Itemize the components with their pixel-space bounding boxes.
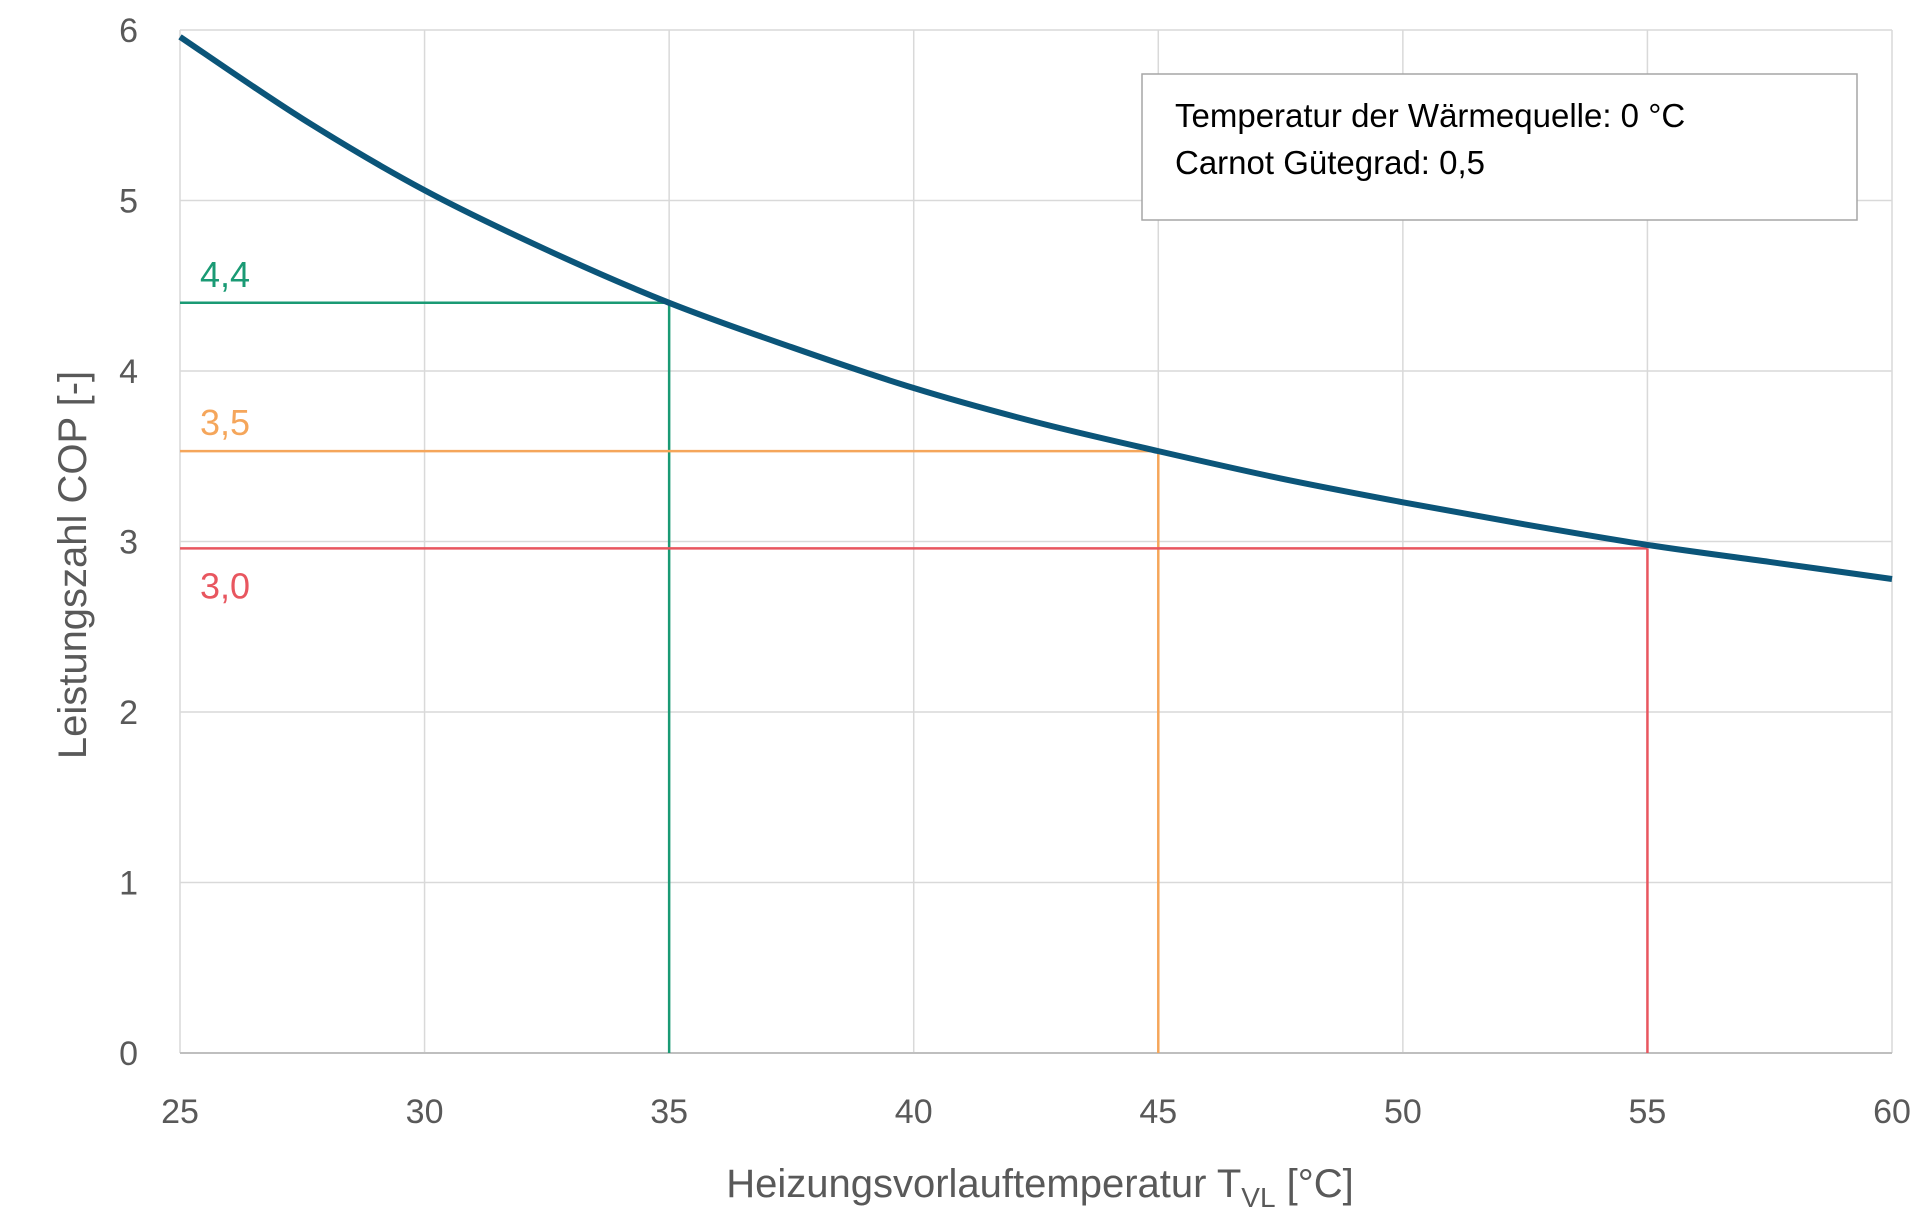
x-tick-labels: 25 30 35 40 45 50 55 60 [161, 1093, 1911, 1131]
y-tick-label-2: 2 [119, 694, 138, 732]
x-tick-label-25: 25 [161, 1093, 199, 1131]
ref-label-3-5: 3,5 [200, 402, 250, 443]
info-source-temperature: Temperatur der Wärmequelle: 0 °C [1175, 97, 1685, 134]
y-tick-label-1: 1 [119, 865, 138, 903]
series-line-cop [178, 34, 1893, 582]
y-axis-title: Leistungszahl COP [-] [51, 371, 95, 759]
x-axis-title-unit: [°C] [1276, 1162, 1354, 1206]
x-tick-label-30: 30 [406, 1093, 444, 1131]
x-tick-label-50: 50 [1384, 1093, 1422, 1131]
y-tick-label-4: 4 [119, 353, 138, 391]
y-tick-label-3: 3 [119, 524, 138, 562]
x-axis-title-main: Heizungsvorlauftemperatur T [726, 1162, 1241, 1206]
series [178, 34, 1893, 582]
y-tick-label-0: 0 [119, 1035, 138, 1073]
reference-labels: 4,4 3,5 3,0 [200, 254, 250, 607]
info-carnot-efficiency: Carnot Gütegrad: 0,5 [1175, 144, 1485, 181]
x-tick-label-35: 35 [650, 1093, 688, 1131]
x-tick-label-60: 60 [1873, 1093, 1911, 1131]
x-tick-label-40: 40 [895, 1093, 933, 1131]
x-tick-label-45: 45 [1139, 1093, 1177, 1131]
x-tick-label-55: 55 [1629, 1093, 1667, 1131]
ref-label-3-0: 3,0 [200, 565, 250, 606]
y-tick-labels: 0 1 2 3 4 5 6 [119, 12, 138, 1073]
info-box [1141, 73, 1858, 221]
reference-lines [180, 301, 1649, 1053]
y-tick-label-5: 5 [119, 183, 138, 221]
x-axis-title: Heizungsvorlauftemperatur TVL [°C] [726, 1162, 1354, 1213]
x-axis-title-subscript: VL [1241, 1182, 1275, 1213]
y-tick-label-6: 6 [119, 12, 138, 50]
ref-label-4-4: 4,4 [200, 254, 250, 295]
